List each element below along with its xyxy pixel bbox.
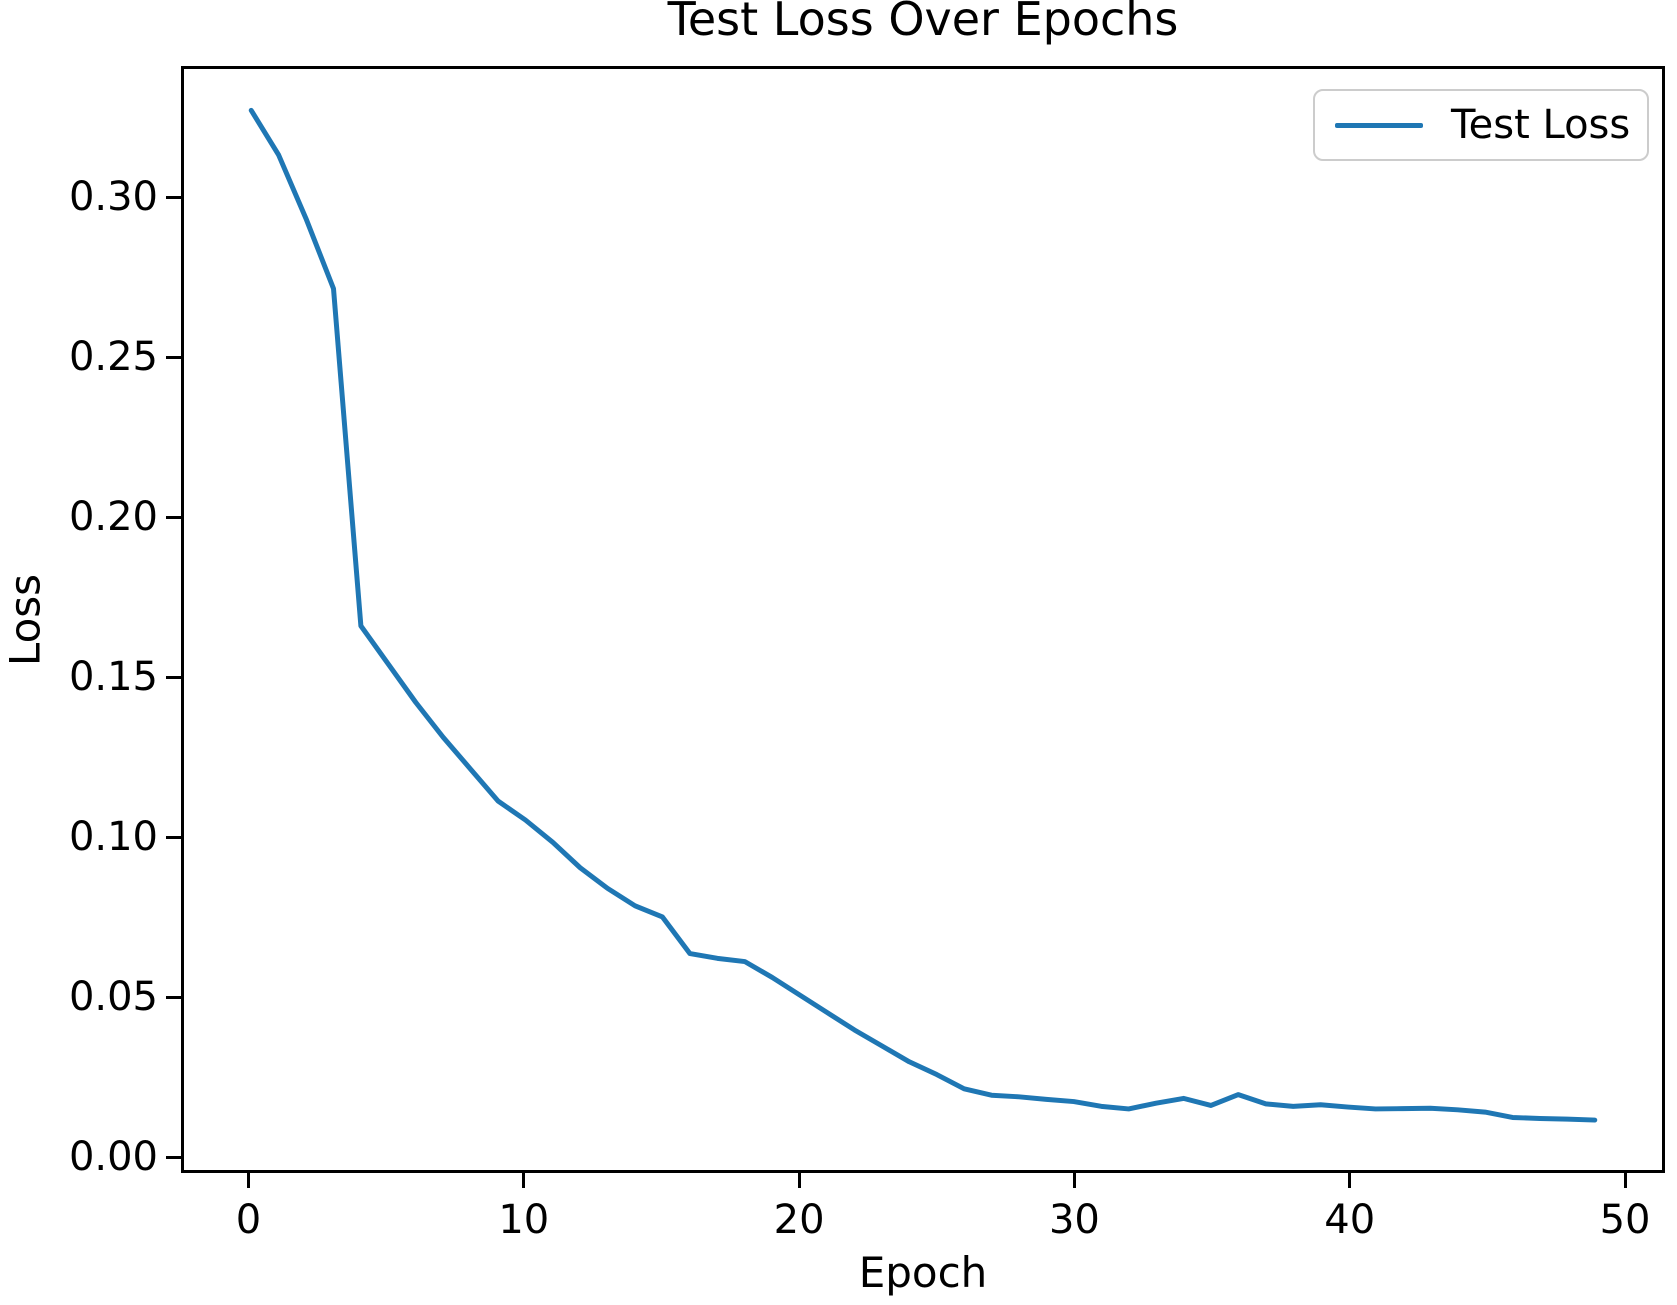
legend: Test Loss: [1313, 89, 1649, 161]
y-tick-mark: [166, 675, 181, 679]
loss-line-svg: [248, 107, 1598, 1123]
x-tick-mark: [1348, 1173, 1352, 1188]
y-tick-label: 0.10: [68, 814, 158, 861]
x-tick-label: 40: [1324, 1197, 1376, 1243]
y-tick-label: 0.05: [68, 974, 158, 1021]
plot-area: Test Loss: [181, 66, 1665, 1173]
y-tick-label: 0.25: [68, 334, 158, 381]
x-tick-mark: [522, 1173, 526, 1188]
y-tick-mark: [166, 995, 181, 999]
y-tick-mark: [166, 195, 181, 199]
y-tick-mark: [166, 835, 181, 839]
x-tick-label: 10: [498, 1197, 550, 1243]
legend-label: Test Loss: [1451, 102, 1631, 148]
x-tick-mark: [1623, 1173, 1627, 1188]
y-tick-label: 0.20: [68, 494, 158, 541]
x-tick-mark: [1072, 1173, 1076, 1188]
x-tick-label: 20: [773, 1197, 825, 1243]
x-tick-label: 0: [235, 1197, 262, 1243]
x-tick-mark: [246, 1173, 250, 1188]
x-tick-label: 50: [1599, 1197, 1651, 1243]
y-tick-label: 0.30: [68, 174, 158, 221]
y-tick-mark: [166, 515, 181, 519]
y-tick-label: 0.00: [68, 1134, 158, 1180]
x-axis-label: Epoch: [858, 1248, 988, 1297]
y-tick-mark: [166, 355, 181, 359]
y-tick-mark: [166, 1155, 181, 1159]
chart-title: Test Loss Over Epochs: [667, 0, 1179, 46]
legend-line-sample: [1335, 122, 1423, 128]
x-tick-label: 30: [1048, 1197, 1100, 1243]
x-tick-mark: [797, 1173, 801, 1188]
y-tick-label: 0.15: [68, 654, 158, 701]
test-loss-line: [248, 107, 1598, 1123]
